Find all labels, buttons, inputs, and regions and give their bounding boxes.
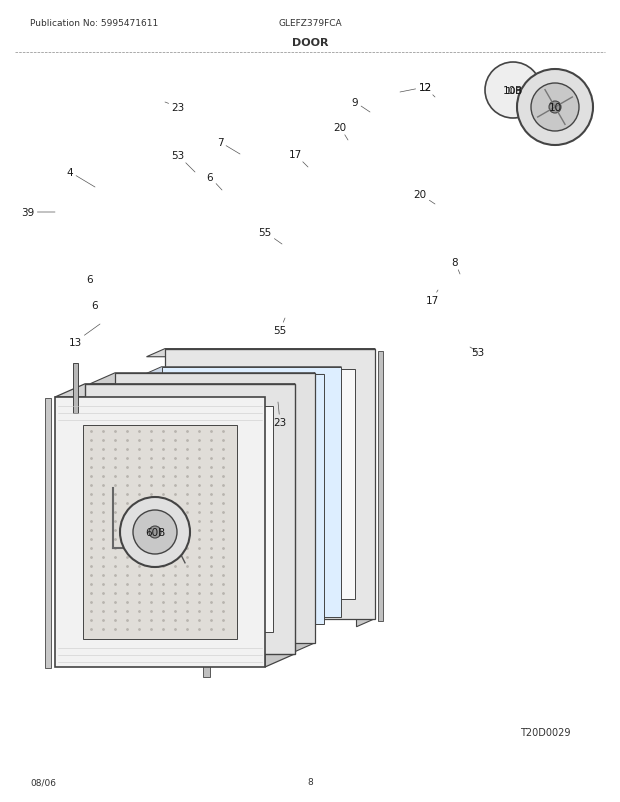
Polygon shape	[265, 384, 295, 667]
Text: 17: 17	[425, 290, 438, 306]
Polygon shape	[165, 349, 375, 619]
Text: 13: 13	[68, 325, 100, 347]
Text: 12: 12	[418, 83, 435, 98]
Text: 6: 6	[92, 301, 99, 310]
Text: 8: 8	[452, 257, 460, 274]
Text: 9: 9	[352, 98, 370, 113]
Polygon shape	[55, 384, 295, 398]
Polygon shape	[125, 375, 324, 383]
Text: 4: 4	[67, 168, 95, 188]
Text: 10B: 10B	[503, 86, 523, 96]
Polygon shape	[90, 374, 315, 384]
Text: 20: 20	[414, 190, 435, 205]
Polygon shape	[140, 399, 290, 618]
Polygon shape	[85, 384, 295, 654]
Polygon shape	[83, 426, 237, 639]
Polygon shape	[378, 351, 383, 621]
Text: 7: 7	[216, 138, 240, 155]
Circle shape	[531, 84, 579, 132]
Text: 60B: 60B	[145, 528, 165, 537]
Text: 55: 55	[273, 318, 286, 335]
Text: T20D0029: T20D0029	[520, 727, 570, 737]
Circle shape	[149, 526, 161, 538]
Text: 23: 23	[165, 103, 185, 113]
Polygon shape	[290, 374, 315, 654]
Polygon shape	[73, 363, 78, 413]
Text: 8: 8	[307, 777, 313, 787]
Text: 6: 6	[87, 274, 94, 285]
Text: 10B: 10B	[505, 87, 521, 95]
Circle shape	[517, 70, 593, 146]
Text: Publication No: 5995471611: Publication No: 5995471611	[30, 18, 158, 27]
Text: 39: 39	[21, 208, 55, 217]
Text: 12: 12	[400, 83, 432, 93]
Text: 17: 17	[288, 150, 308, 168]
Polygon shape	[45, 399, 50, 668]
Text: 53: 53	[171, 151, 195, 172]
Circle shape	[549, 102, 561, 114]
Polygon shape	[185, 369, 355, 599]
Polygon shape	[55, 398, 265, 667]
Text: 08/06: 08/06	[30, 777, 56, 787]
Text: 55: 55	[259, 228, 282, 245]
Circle shape	[485, 63, 541, 119]
Text: 20: 20	[334, 123, 348, 141]
Polygon shape	[115, 374, 315, 643]
Text: 10: 10	[549, 103, 562, 113]
Circle shape	[133, 510, 177, 554]
Polygon shape	[356, 349, 375, 627]
Text: GLEFZ379FCA: GLEFZ379FCA	[278, 18, 342, 27]
Polygon shape	[144, 375, 324, 625]
Polygon shape	[144, 367, 342, 375]
Text: 23: 23	[273, 403, 286, 427]
Circle shape	[120, 497, 190, 567]
Polygon shape	[146, 349, 375, 358]
Text: DOOR: DOOR	[292, 38, 328, 48]
Text: 6: 6	[206, 172, 222, 191]
Polygon shape	[161, 367, 342, 617]
Polygon shape	[203, 637, 210, 677]
Text: 53: 53	[470, 347, 485, 358]
Polygon shape	[107, 407, 273, 632]
